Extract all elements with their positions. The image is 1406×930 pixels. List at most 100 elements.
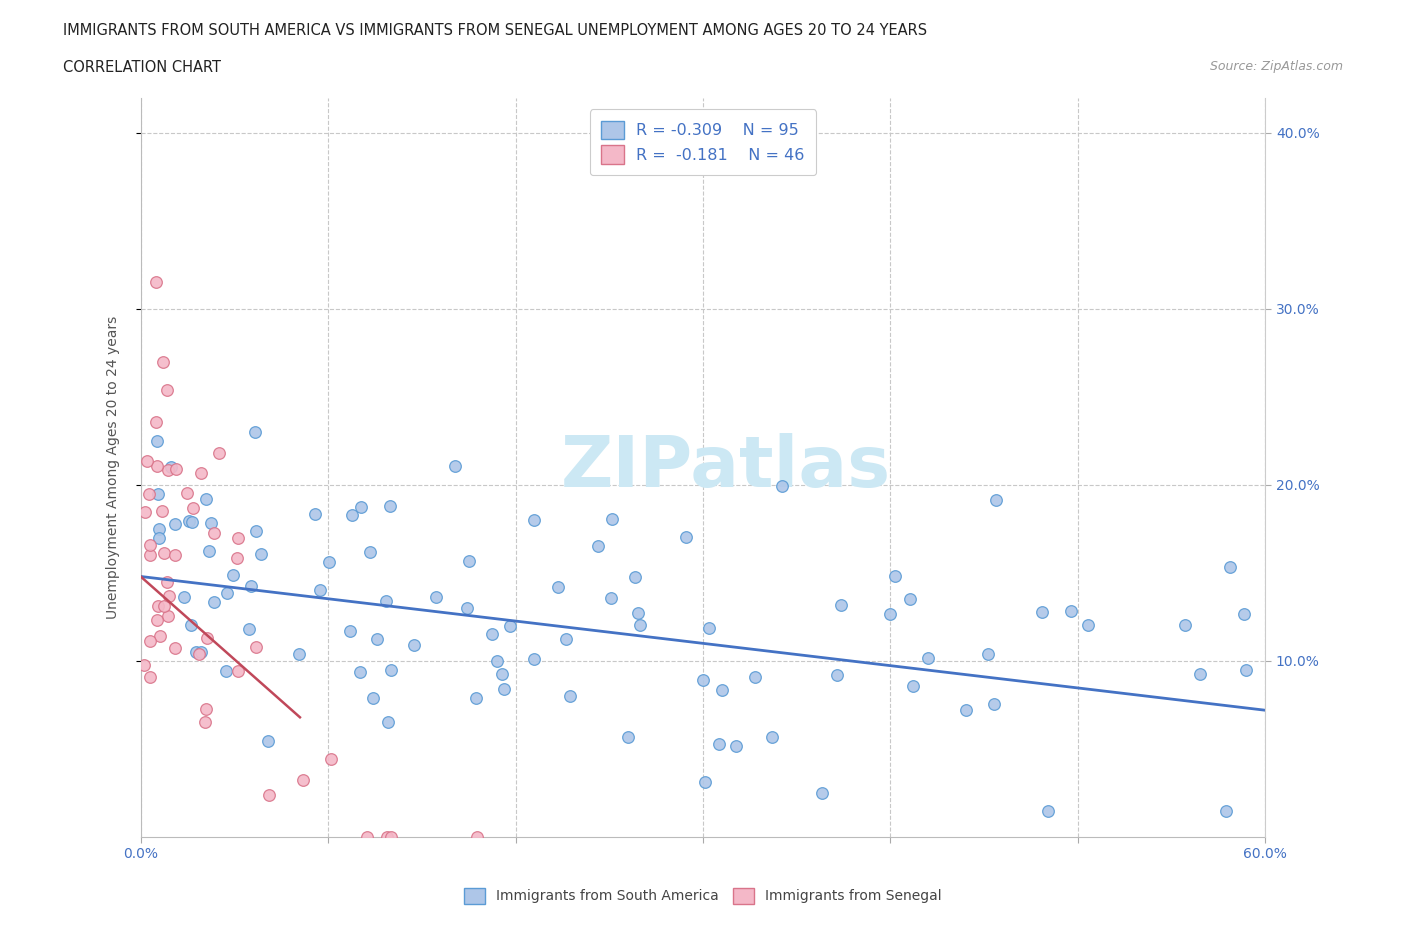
Point: [148, 530, 170, 545]
Point: [159, 589, 181, 604]
Point: [707, 737, 730, 751]
Point: [464, 691, 486, 706]
Point: [456, 600, 478, 615]
Point: [1219, 559, 1241, 574]
Point: [243, 425, 266, 440]
Point: [198, 544, 221, 559]
Point: [443, 458, 465, 473]
Point: [457, 553, 479, 568]
Point: [1215, 804, 1237, 818]
Point: [425, 589, 447, 604]
Point: [377, 715, 399, 730]
Point: [697, 621, 720, 636]
Point: [184, 644, 207, 659]
Point: [146, 433, 169, 448]
Point: [1077, 618, 1099, 632]
Point: [359, 545, 381, 560]
Text: Source: ZipAtlas.com: Source: ZipAtlas.com: [1209, 60, 1343, 73]
Point: [481, 626, 503, 641]
Point: [588, 538, 610, 553]
Point: [257, 787, 280, 802]
Point: [366, 632, 388, 647]
Point: [600, 512, 623, 526]
Point: [149, 629, 172, 644]
Point: [163, 641, 186, 656]
Point: [374, 593, 396, 608]
Point: [761, 729, 783, 744]
Point: [555, 631, 578, 646]
Point: [900, 592, 922, 607]
Point: [195, 631, 218, 645]
Point: [523, 651, 546, 666]
Point: [725, 738, 748, 753]
Point: [163, 517, 186, 532]
Point: [187, 646, 209, 661]
Point: [380, 663, 402, 678]
Point: [148, 522, 170, 537]
Point: [202, 526, 225, 541]
Point: [228, 663, 250, 678]
Point: [339, 623, 361, 638]
Point: [156, 383, 179, 398]
Legend: R = -0.309    N = 95, R =  -0.181    N = 46: R = -0.309 N = 95, R = -0.181 N = 46: [591, 110, 815, 175]
Point: [349, 664, 371, 679]
Point: [304, 507, 326, 522]
Point: [156, 575, 179, 590]
Point: [194, 714, 217, 729]
Point: [1189, 667, 1212, 682]
Point: [180, 514, 202, 529]
Point: [190, 644, 212, 659]
Point: [245, 524, 267, 538]
Point: [135, 454, 157, 469]
Point: [879, 606, 901, 621]
Point: [402, 638, 425, 653]
Text: IMMIGRANTS FROM SOUTH AMERICA VS IMMIGRANTS FROM SENEGAL UNEMPLOYMENT AMONG AGES: IMMIGRANTS FROM SOUTH AMERICA VS IMMIGRA…: [63, 23, 928, 38]
Point: [744, 670, 766, 684]
Point: [139, 670, 162, 684]
Point: [380, 830, 402, 844]
Point: [1174, 618, 1197, 632]
Point: [380, 498, 402, 513]
Point: [153, 599, 176, 614]
Point: [1036, 804, 1059, 818]
Point: [318, 554, 340, 569]
Point: [179, 513, 201, 528]
Point: [202, 594, 225, 609]
Point: [134, 505, 156, 520]
Point: [215, 663, 238, 678]
Point: [146, 613, 169, 628]
Point: [163, 548, 186, 563]
Point: [225, 551, 247, 565]
Point: [617, 729, 640, 744]
Point: [523, 512, 546, 527]
Point: [710, 683, 733, 698]
Point: [157, 462, 180, 477]
Point: [145, 275, 167, 290]
Point: [139, 538, 162, 553]
Text: ZIPatlas: ZIPatlas: [561, 432, 890, 502]
Point: [180, 618, 202, 633]
Point: [153, 545, 176, 560]
Point: [499, 618, 522, 633]
Point: [195, 492, 218, 507]
Point: [485, 653, 508, 668]
Point: [146, 599, 169, 614]
Point: [165, 461, 187, 476]
Point: [983, 697, 1005, 711]
Point: [160, 460, 183, 474]
Point: [138, 486, 160, 501]
Point: [1031, 604, 1053, 619]
Point: [558, 689, 581, 704]
Point: [884, 569, 907, 584]
Point: [984, 492, 1007, 507]
Point: [1233, 606, 1256, 621]
Point: [675, 530, 697, 545]
Point: [173, 590, 195, 604]
Point: [287, 647, 309, 662]
Point: [977, 646, 1000, 661]
Point: [825, 668, 848, 683]
Point: [190, 466, 212, 481]
Point: [150, 504, 173, 519]
Point: [377, 830, 399, 844]
Point: [340, 508, 363, 523]
